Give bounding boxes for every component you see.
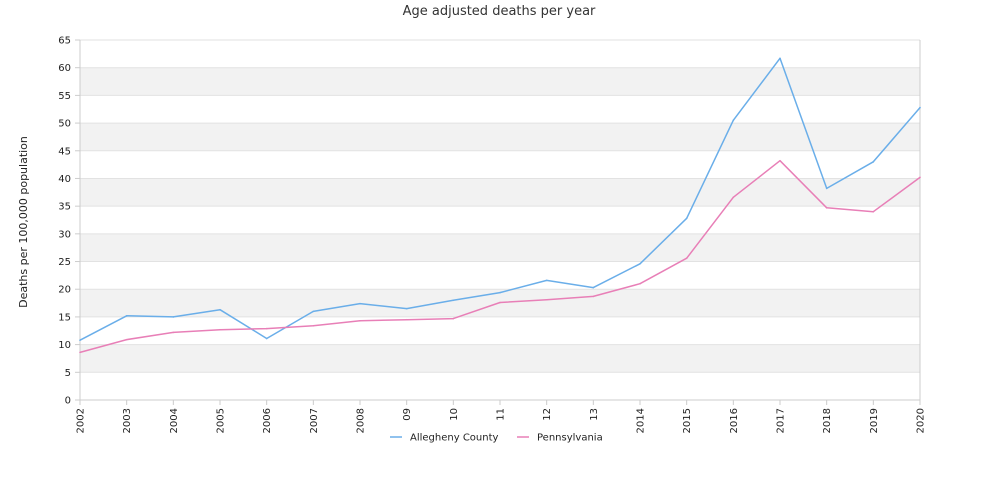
data-point [125, 338, 128, 341]
x-tick-label: 2003 [122, 408, 133, 433]
grid-bands [80, 67, 920, 373]
data-point [499, 301, 501, 304]
data-point [592, 295, 595, 298]
y-tick-labels: 0 5 10 15 20 25 30 35 40 45 50 55 60 65 [58, 36, 80, 407]
data-point [685, 257, 688, 260]
data-point [312, 310, 315, 313]
x-tick-label: 2019 [869, 408, 880, 433]
data-point [265, 327, 268, 330]
grid-band [80, 178, 920, 207]
y-tick-label: 15 [58, 312, 71, 323]
data-point [825, 207, 828, 209]
data-point [125, 315, 128, 317]
data-point [779, 159, 781, 162]
data-point [545, 279, 548, 282]
data-point [219, 328, 221, 331]
grid-band [80, 344, 920, 373]
x-tick-label: 2007 [309, 408, 320, 433]
x-tick-label: 12 [542, 408, 553, 421]
data-point [79, 351, 81, 354]
grid-lines [80, 39, 920, 401]
data-point [592, 286, 595, 289]
x-tick-label: 2017 [776, 408, 787, 433]
data-point [919, 106, 921, 109]
y-tick-label: 20 [58, 285, 71, 296]
data-point [452, 299, 455, 302]
x-tick-label: 2015 [682, 408, 693, 433]
data-point [359, 320, 361, 322]
x-tick-labels: 2002 2003 2004 2005 2006 2007 2008 09 10 11 12 13 20… [76, 400, 927, 433]
y-tick-label: 50 [58, 119, 71, 130]
data-point [405, 318, 408, 321]
data-point [639, 262, 641, 265]
y-tick-label: 40 [58, 174, 71, 185]
legend-item: Pennsylvania [517, 433, 603, 444]
y-tick-label: 25 [58, 257, 71, 268]
data-point [825, 187, 828, 190]
legend-item: Allegheny County [390, 433, 499, 444]
data-point [545, 298, 548, 301]
x-tick-label: 11 [496, 408, 507, 421]
data-point [405, 307, 408, 310]
legend-label: Pennsylvania [537, 433, 603, 444]
data-point [265, 337, 268, 340]
y-tick-label: 45 [58, 146, 71, 157]
data-point [79, 339, 81, 341]
x-tick-label: 2002 [76, 408, 87, 433]
y-tick-label: 5 [65, 368, 71, 379]
x-tick-label: 09 [402, 408, 413, 421]
y-tick-label: 65 [58, 36, 71, 47]
chart-title: Age adjusted deaths per year [403, 4, 596, 19]
data-point [452, 317, 455, 320]
legend-label: Allegheny County [410, 433, 499, 444]
x-tick-label: 2016 [729, 408, 740, 433]
data-point [172, 316, 175, 318]
x-tick-label: 2014 [636, 408, 647, 433]
y-tick-label: 35 [58, 202, 71, 213]
data-point [732, 196, 735, 199]
data-point [685, 217, 688, 220]
grid-band [80, 123, 920, 151]
x-tick-label: 13 [589, 408, 600, 421]
y-tick-label: 10 [58, 340, 71, 351]
data-point [779, 57, 781, 60]
grid-band [80, 67, 920, 96]
data-point [499, 291, 501, 294]
y-tick-label: 0 [65, 396, 71, 407]
data-point [872, 210, 875, 213]
x-tick-label: 2006 [262, 408, 273, 433]
y-tick-label: 60 [58, 63, 71, 74]
x-tick-label: 2004 [169, 408, 180, 433]
x-tick-label: 2008 [356, 408, 367, 433]
data-point [359, 302, 361, 305]
data-point [312, 324, 315, 327]
data-point [732, 119, 735, 122]
x-tick-label: 2005 [216, 408, 227, 433]
x-tick-label: 2020 [916, 408, 927, 433]
x-tick-label: 10 [449, 408, 460, 421]
series-lines [79, 57, 921, 354]
legend: Allegheny County Pennsylvania [390, 433, 603, 444]
y-tick-label: 30 [58, 229, 71, 240]
data-point [172, 331, 175, 334]
data-point [219, 308, 221, 311]
grid-band [80, 233, 920, 262]
data-point [919, 176, 921, 179]
x-tick-label: 2018 [822, 408, 833, 433]
y-tick-label: 55 [58, 91, 71, 102]
data-point [639, 282, 641, 285]
y-axis-label: Deaths per 100,000 population [17, 136, 30, 308]
data-point [872, 161, 875, 163]
